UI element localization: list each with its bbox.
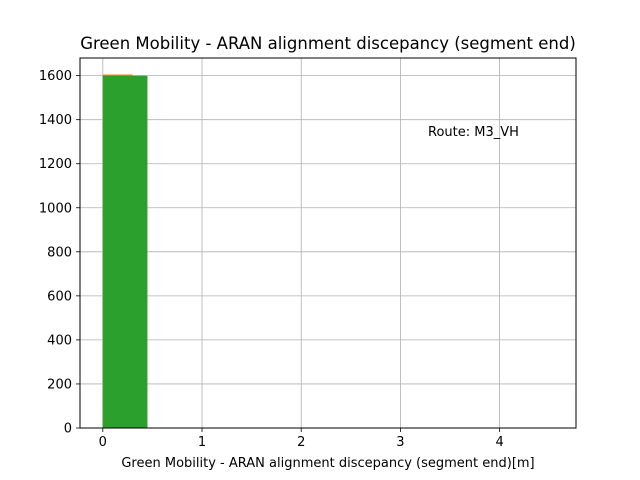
- y-tick-label-2: 400: [47, 333, 72, 348]
- y-tick-label-0: 0: [64, 422, 72, 437]
- y-tick-label-6: 1200: [39, 157, 72, 172]
- chart-title: Green Mobility - ARAN alignment discepan…: [80, 34, 576, 53]
- x-tick-label-1: 1: [198, 435, 206, 450]
- y-tick-label-3: 600: [47, 289, 72, 304]
- y-tick-label-7: 1400: [39, 113, 72, 128]
- y-tick-label-5: 1000: [39, 201, 72, 216]
- y-axis-ticks: 0 200 400 600 800 1000 1200 1400 1600: [39, 69, 80, 437]
- x-tick-label-4: 4: [495, 435, 503, 450]
- bars: [102, 74, 148, 429]
- y-tick-label-1: 200: [47, 377, 72, 392]
- route-annotation: Route: M3_VH: [428, 125, 519, 140]
- x-tick-label-2: 2: [297, 435, 305, 450]
- x-axis-ticks: 0 1 2 3 4: [99, 428, 504, 450]
- plot-frame: [79, 57, 577, 429]
- histogram-bar-series-2-bin-0: [102, 75, 148, 428]
- y-tick-label-8: 1600: [39, 69, 72, 84]
- x-axis-label: Green Mobility - ARAN alignment discepan…: [121, 456, 534, 471]
- x-tick-label-3: 3: [396, 435, 404, 450]
- x-tick-label-0: 0: [99, 435, 107, 450]
- y-tick-label-4: 800: [47, 245, 72, 260]
